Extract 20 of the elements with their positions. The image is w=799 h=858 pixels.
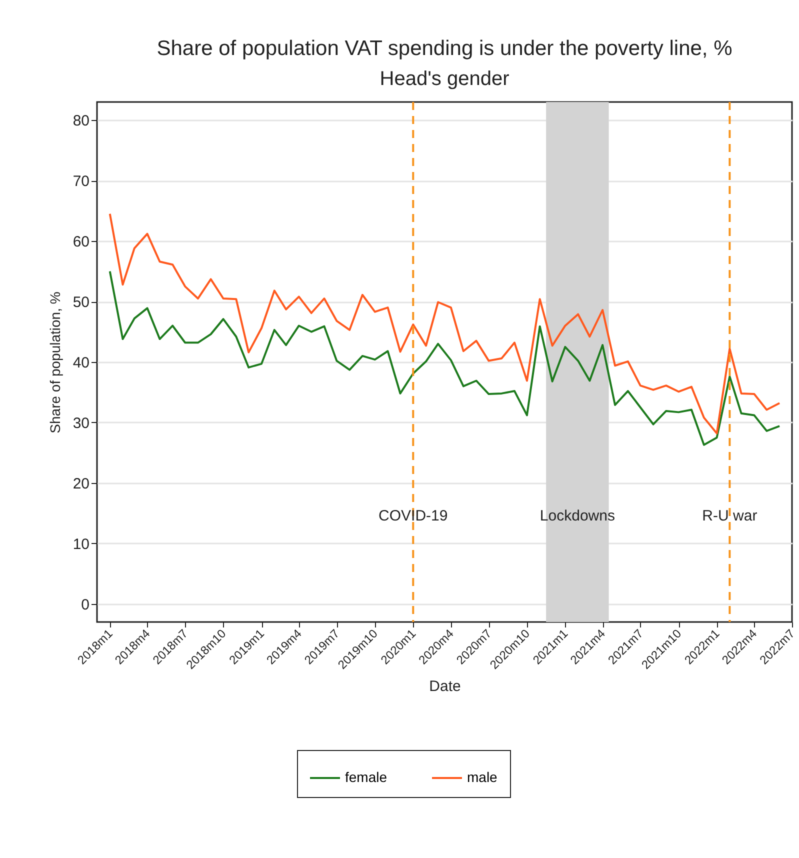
x-axis-title: Date	[429, 678, 461, 696]
ref-line-label: R-U war	[702, 507, 758, 524]
y-tick-label: 40	[72, 354, 90, 372]
y-tick-label: 70	[72, 173, 90, 190]
line-series	[108, 270, 781, 446]
y-tick-label: 0	[81, 596, 90, 614]
legend-label: female	[345, 769, 388, 785]
line-series	[108, 212, 781, 434]
legend-label: male	[467, 769, 498, 785]
y-tick-label: 60	[72, 234, 90, 251]
y-tick-label: 80	[72, 112, 90, 130]
ref-line-label: COVID-19	[378, 507, 448, 524]
y-tick-label: 10	[72, 536, 90, 553]
chart-subtitle: Head's gender	[380, 68, 510, 90]
y-tick-label: 50	[72, 294, 90, 312]
band-label: Lockdowns	[540, 507, 615, 524]
y-tick-label: 20	[72, 475, 90, 492]
chart-title: Share of population VAT spending is under the poverty line, %	[156, 37, 732, 60]
y-axis-title: Share of population, %	[46, 292, 63, 434]
y-tick-label: 30	[72, 414, 90, 432]
